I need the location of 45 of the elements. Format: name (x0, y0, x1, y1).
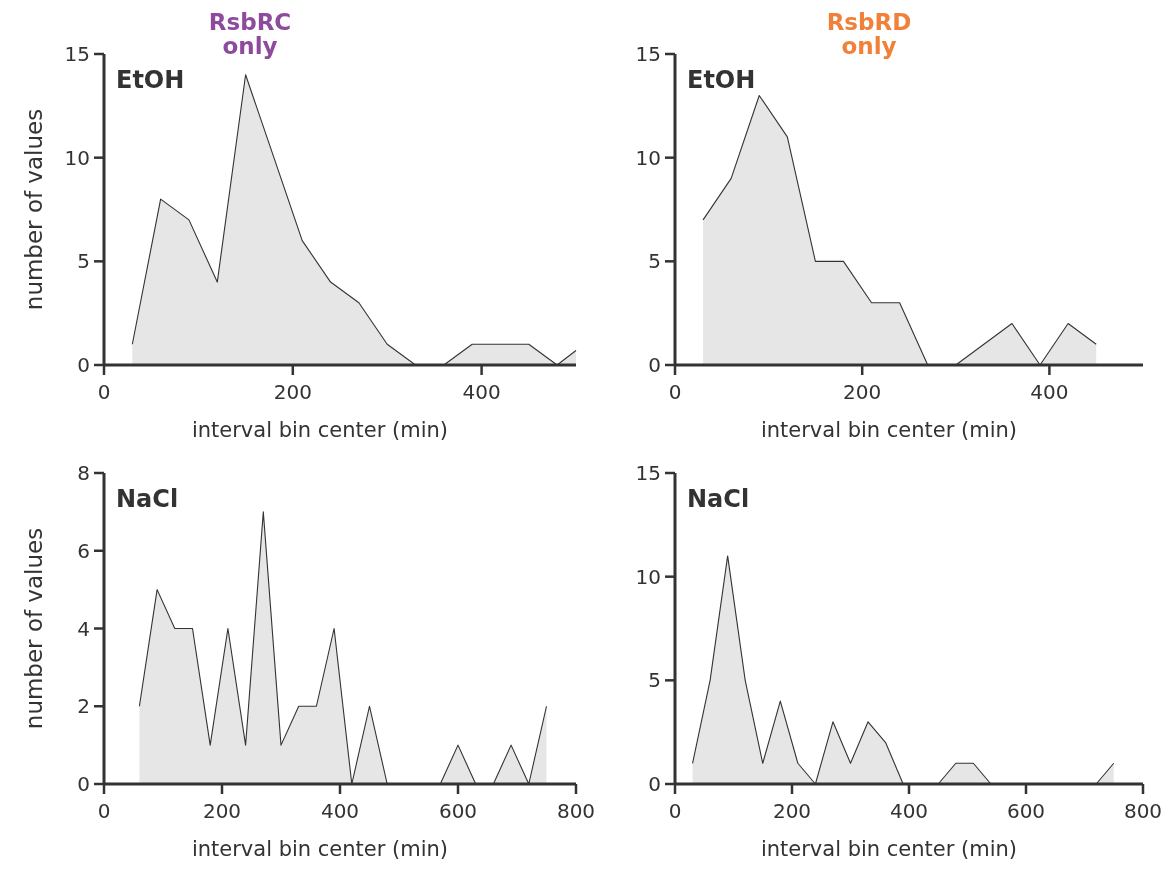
x-axis-title: interval bin center (min) (760, 837, 1018, 861)
y-tick-label: 6 (77, 538, 90, 563)
y-axis-title: number of values (21, 108, 47, 311)
y-tick-label: 15 (64, 42, 90, 66)
y-tick-label: 15 (635, 461, 661, 485)
y-tick-label: 5 (77, 249, 90, 274)
y-tick-label: 10 (635, 145, 661, 170)
x-tick-label: 800 (1123, 799, 1163, 823)
chart-title: RsbRC only (208, 9, 292, 59)
y-tick-label: 2 (77, 694, 90, 719)
y-tick-label: 0 (648, 772, 661, 796)
y-axis-title: number of values (21, 527, 47, 730)
x-tick-label: 0 (97, 380, 111, 404)
x-tick-label: 200 (772, 799, 812, 823)
x-tick-label: 400 (889, 799, 929, 823)
y-tick-label: 0 (648, 353, 661, 377)
y-tick-label: 5 (648, 249, 661, 274)
annotation: EtOH (687, 66, 756, 94)
x-tick-label: 400 (320, 799, 360, 823)
y-tick-label: 8 (77, 461, 90, 485)
x-tick-label: 200 (202, 799, 242, 823)
x-tick-label: 600 (438, 799, 478, 823)
chart-title: RsbRD only (826, 9, 912, 59)
y-tick-label: 4 (77, 616, 90, 641)
annotation: NaCl (687, 485, 750, 513)
y-tick-label: 15 (635, 42, 661, 66)
x-tick-label: 400 (462, 380, 501, 404)
y-tick-label: 0 (77, 772, 90, 796)
x-tick-label: 0 (668, 799, 682, 823)
x-tick-label: 400 (1030, 380, 1069, 404)
x-tick-label: 0 (668, 380, 682, 404)
x-axis-title: interval bin center (min) (191, 418, 449, 442)
y-tick-label: 0 (77, 353, 90, 377)
x-tick-label: 200 (273, 380, 312, 404)
y-tick-label: 10 (635, 564, 661, 589)
x-tick-label: 600 (1006, 799, 1046, 823)
x-tick-label: 800 (556, 799, 596, 823)
x-axis-title: interval bin center (min) (760, 418, 1018, 442)
y-tick-label: 5 (648, 668, 661, 693)
annotation: NaCl (116, 485, 179, 513)
x-axis-title: interval bin center (min) (191, 837, 449, 861)
annotation: EtOH (116, 66, 185, 94)
y-tick-label: 10 (64, 145, 90, 170)
x-tick-label: 200 (843, 380, 882, 404)
x-tick-label: 0 (97, 799, 111, 823)
